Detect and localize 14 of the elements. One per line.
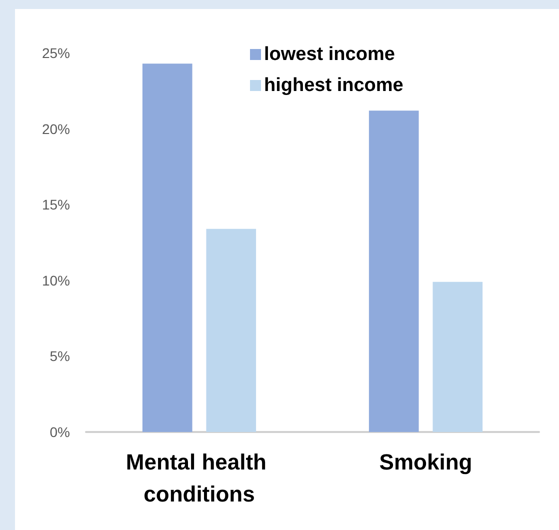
- bar: [142, 64, 192, 432]
- legend-label: highest income: [264, 75, 404, 96]
- y-tick-label: 10%: [42, 272, 70, 288]
- y-tick-label: 15%: [42, 196, 70, 213]
- x-tick-label: Mental health conditions: [126, 450, 273, 506]
- y-tick-label: 5%: [50, 348, 70, 364]
- y-tick-label: 20%: [42, 120, 70, 137]
- bar: [432, 282, 483, 432]
- x-tick-label: Smoking: [379, 450, 472, 474]
- legend-label: lowest income: [264, 44, 395, 65]
- bar: [368, 110, 419, 432]
- y-tick-label: 0%: [50, 424, 70, 440]
- y-tick-label: 25%: [42, 45, 70, 61]
- bar: [206, 228, 256, 432]
